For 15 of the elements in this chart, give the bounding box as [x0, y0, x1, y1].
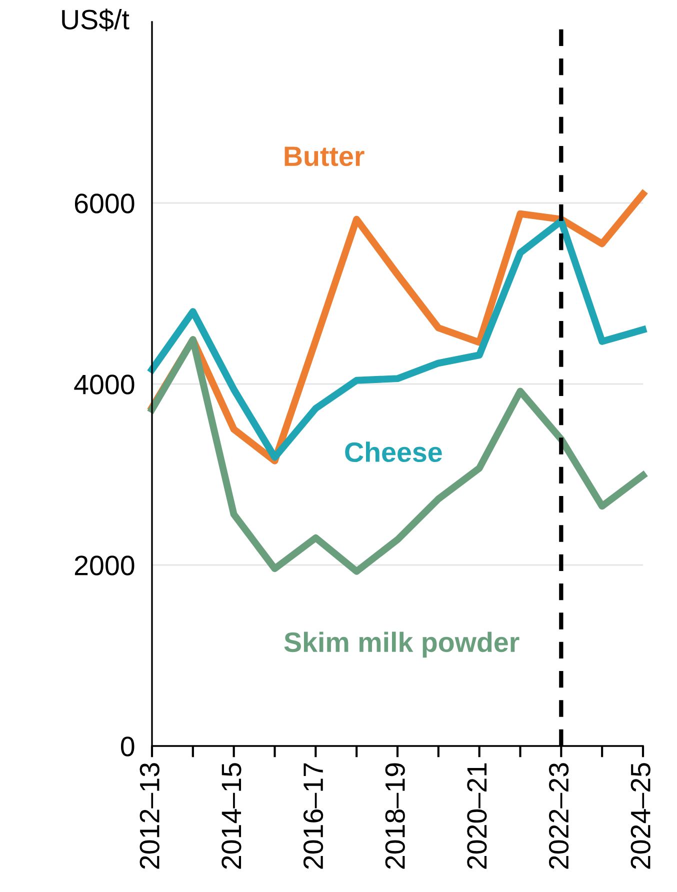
y-tick-label: 0: [120, 736, 134, 756]
y-tick-label: 4000: [74, 374, 134, 394]
x-tick-label: 2012–13: [140, 763, 160, 869]
x-tick-label: 2014–15: [222, 763, 242, 869]
y-axis-title: US$/t: [62, 8, 130, 32]
y-tick-label: 6000: [74, 194, 134, 214]
series-label: Butter: [284, 146, 364, 166]
x-tick-label: 2024–25: [630, 763, 650, 869]
x-tick-label: 2020–21: [467, 763, 487, 869]
series-label: Cheese: [345, 442, 442, 462]
x-tick-label: 2016–17: [303, 763, 324, 869]
text: Skim milk powder: [284, 632, 520, 658]
x-tick-label: 2018–19: [385, 763, 405, 869]
x-tick-label: 2022–23: [548, 763, 569, 869]
y-tick-label: 2000: [74, 556, 134, 576]
